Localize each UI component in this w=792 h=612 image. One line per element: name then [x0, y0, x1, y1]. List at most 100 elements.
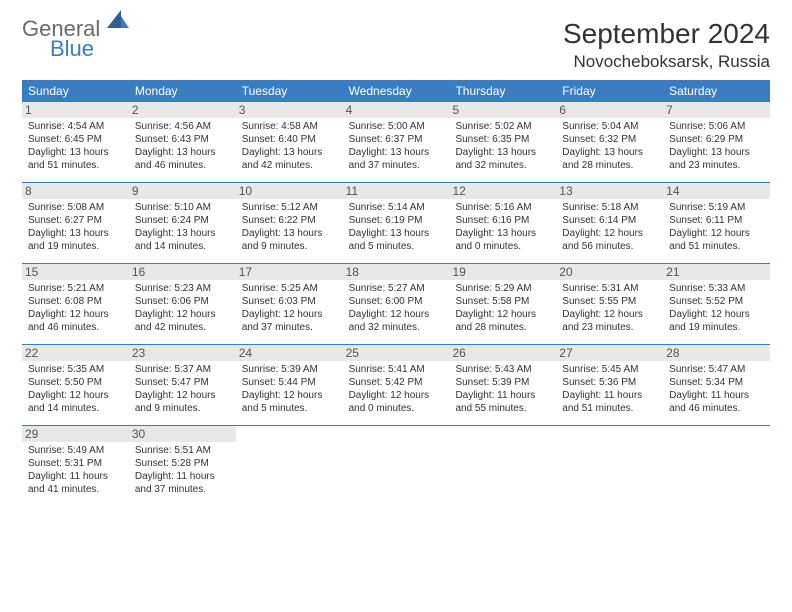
daylight-line: Daylight: 12 hours and 23 minutes. [562, 308, 657, 334]
daylight-line: Daylight: 13 hours and 5 minutes. [349, 227, 444, 253]
day-number: 12 [449, 183, 556, 199]
sunrise-line: Sunrise: 5:14 AM [349, 201, 444, 214]
sunrise-line: Sunrise: 5:41 AM [349, 363, 444, 376]
sunset-line: Sunset: 6:40 PM [242, 133, 337, 146]
header: General Blue September 2024 Novocheboksa… [22, 18, 770, 72]
sunset-line: Sunset: 6:16 PM [455, 214, 550, 227]
sunrise-line: Sunrise: 5:45 AM [562, 363, 657, 376]
weekday-thu: Thursday [449, 80, 556, 102]
daylight-line: Daylight: 13 hours and 42 minutes. [242, 146, 337, 172]
day-cell: 22 Sunrise: 5:35 AMSunset: 5:50 PMDayligh… [22, 345, 129, 425]
daylight-line: Daylight: 13 hours and 28 minutes. [562, 146, 657, 172]
day-number: 22 [22, 345, 129, 361]
day-cell: 28Sunrise: 5:47 AMSunset: 5:34 PMDayligh… [663, 345, 770, 425]
sunrise-line: Sunrise: 5:21 AM [28, 282, 123, 295]
day-cell: 13Sunrise: 5:18 AMSunset: 6:14 PMDayligh… [556, 183, 663, 263]
title-block: September 2024 Novocheboksarsk, Russia [563, 18, 770, 72]
day-cell: 24Sunrise: 5:39 AMSunset: 5:44 PMDayligh… [236, 345, 343, 425]
week-row: 29Sunrise: 5:49 AMSunset: 5:31 PMDayligh… [22, 426, 770, 506]
day-cell: 6Sunrise: 5:04 AMSunset: 6:32 PMDaylight… [556, 102, 663, 182]
week-row: 1Sunrise: 4:54 AMSunset: 6:45 PMDaylight… [22, 102, 770, 183]
day-number: 27 [556, 345, 663, 361]
day-cell: 20Sunrise: 5:31 AMSunset: 5:55 PMDayligh… [556, 264, 663, 344]
daylight-line: Daylight: 11 hours and 55 minutes. [455, 389, 550, 415]
daylight-line: Daylight: 13 hours and 0 minutes. [455, 227, 550, 253]
day-cell: 11Sunrise: 5:14 AMSunset: 6:19 PMDayligh… [343, 183, 450, 263]
daylight-line: Daylight: 13 hours and 23 minutes. [669, 146, 764, 172]
empty-cell [449, 426, 556, 506]
sunset-line: Sunset: 5:34 PM [669, 376, 764, 389]
sunrise-line: Sunrise: 5:27 AM [349, 282, 444, 295]
day-cell: 18Sunrise: 5:27 AMSunset: 6:00 PMDayligh… [343, 264, 450, 344]
sunrise-line: Sunrise: 5:00 AM [349, 120, 444, 133]
day-number: 25 [343, 345, 450, 361]
logo-text: General Blue [22, 18, 127, 62]
sunrise-line: Sunrise: 5:16 AM [455, 201, 550, 214]
day-cell: 26Sunrise: 5:43 AMSunset: 5:39 PMDayligh… [449, 345, 556, 425]
sunrise-line: Sunrise: 5:18 AM [562, 201, 657, 214]
day-number: 11 [343, 183, 450, 199]
sunrise-line: Sunrise: 4:56 AM [135, 120, 230, 133]
sunset-line: Sunset: 5:50 PM [28, 376, 123, 389]
sunrise-line: Sunrise: 5:19 AM [669, 201, 764, 214]
sunrise-line: Sunrise: 5:43 AM [455, 363, 550, 376]
day-number: 3 [236, 102, 343, 118]
sunset-line: Sunset: 6:27 PM [28, 214, 123, 227]
daylight-line: Daylight: 13 hours and 9 minutes. [242, 227, 337, 253]
day-number: 17 [236, 264, 343, 280]
daylight-line: Daylight: 13 hours and 51 minutes. [28, 146, 123, 172]
weekday-wed: Wednesday [343, 80, 450, 102]
day-number: 16 [129, 264, 236, 280]
day-cell: 17Sunrise: 5:25 AMSunset: 6:03 PMDayligh… [236, 264, 343, 344]
sunset-line: Sunset: 6:11 PM [669, 214, 764, 227]
day-cell: 14Sunrise: 5:19 AMSunset: 6:11 PMDayligh… [663, 183, 770, 263]
empty-cell [556, 426, 663, 506]
day-number: 26 [449, 345, 556, 361]
calendar-page: General Blue September 2024 Novocheboksa… [0, 0, 792, 524]
sunset-line: Sunset: 5:58 PM [455, 295, 550, 308]
day-cell: 23Sunrise: 5:37 AMSunset: 5:47 PMDayligh… [129, 345, 236, 425]
sunset-line: Sunset: 6:43 PM [135, 133, 230, 146]
day-cell: 15Sunrise: 5:21 AMSunset: 6:08 PMDayligh… [22, 264, 129, 344]
sunrise-line: Sunrise: 5:31 AM [562, 282, 657, 295]
sunrise-line: Sunrise: 4:58 AM [242, 120, 337, 133]
week-row: 15Sunrise: 5:21 AMSunset: 6:08 PMDayligh… [22, 264, 770, 345]
sunrise-line: Sunrise: 5:37 AM [135, 363, 230, 376]
day-cell: 3 Sunrise: 4:58 AMSunset: 6:40 PMDaylight… [236, 102, 343, 182]
daylight-line: Daylight: 11 hours and 37 minutes. [135, 470, 230, 496]
sunrise-line: Sunrise: 5:35 AM [28, 363, 123, 376]
sunrise-line: Sunrise: 5:04 AM [562, 120, 657, 133]
day-number: 20 [556, 264, 663, 280]
week-row: 8Sunrise: 5:08 AMSunset: 6:27 PMDaylight… [22, 183, 770, 264]
daylight-line: Daylight: 12 hours and 42 minutes. [135, 308, 230, 334]
sunrise-line: Sunrise: 5:06 AM [669, 120, 764, 133]
day-number: 1 [22, 102, 129, 118]
daylight-line: Daylight: 11 hours and 41 minutes. [28, 470, 123, 496]
daylight-line: Daylight: 12 hours and 14 minutes. [28, 389, 123, 415]
day-cell: 30Sunrise: 5:51 AMSunset: 5:28 PMDayligh… [129, 426, 236, 506]
day-cell: 29Sunrise: 5:49 AMSunset: 5:31 PMDayligh… [22, 426, 129, 506]
day-cell: 27Sunrise: 5:45 AMSunset: 5:36 PMDayligh… [556, 345, 663, 425]
weekday-sun: Sunday [22, 80, 129, 102]
sunrise-line: Sunrise: 4:54 AM [28, 120, 123, 133]
daylight-line: Daylight: 13 hours and 32 minutes. [455, 146, 550, 172]
day-cell: 12 Sunrise: 5:16 AMSunset: 6:16 PMDayligh… [449, 183, 556, 263]
day-cell: 19Sunrise: 5:29 AMSunset: 5:58 PMDayligh… [449, 264, 556, 344]
weekday-tue: Tuesday [236, 80, 343, 102]
daylight-line: Daylight: 12 hours and 28 minutes. [455, 308, 550, 334]
sunset-line: Sunset: 6:32 PM [562, 133, 657, 146]
daylight-line: Daylight: 12 hours and 51 minutes. [669, 227, 764, 253]
daylight-line: Daylight: 12 hours and 19 minutes. [669, 308, 764, 334]
sunset-line: Sunset: 6:45 PM [28, 133, 123, 146]
day-cell: 2Sunrise: 4:56 AMSunset: 6:43 PMDaylight… [129, 102, 236, 182]
daylight-line: Daylight: 12 hours and 32 minutes. [349, 308, 444, 334]
day-number: 29 [22, 426, 129, 442]
day-cell: 7Sunrise: 5:06 AMSunset: 6:29 PMDaylight… [663, 102, 770, 182]
sunset-line: Sunset: 6:29 PM [669, 133, 764, 146]
sunset-line: Sunset: 6:22 PM [242, 214, 337, 227]
daylight-line: Daylight: 11 hours and 46 minutes. [669, 389, 764, 415]
logo-line2: Blue [50, 36, 94, 61]
weekday-sat: Saturday [663, 80, 770, 102]
sunset-line: Sunset: 6:03 PM [242, 295, 337, 308]
sunset-line: Sunset: 6:37 PM [349, 133, 444, 146]
